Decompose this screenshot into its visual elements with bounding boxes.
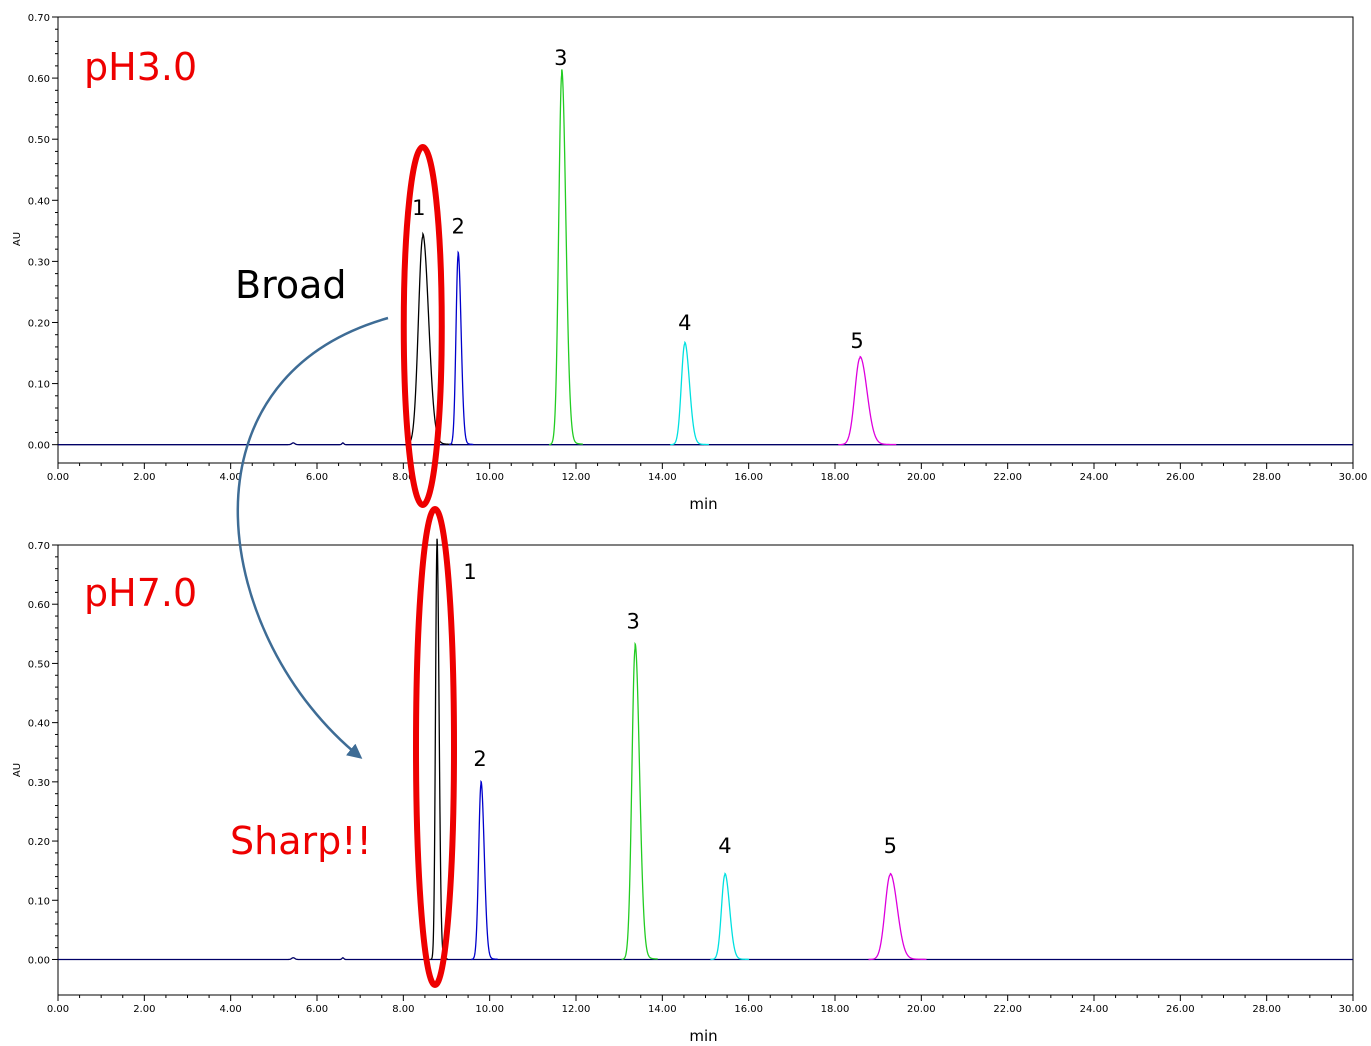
y-tick-label: 0.60 bbox=[28, 74, 50, 85]
x-tick-label: 14.00 bbox=[648, 1004, 677, 1015]
peak-trace-5 bbox=[838, 355, 897, 446]
x-tick-label: 26.00 bbox=[1166, 1004, 1195, 1015]
x-tick-label: 10.00 bbox=[475, 472, 504, 483]
x-tick-label: 30.00 bbox=[1339, 472, 1368, 483]
y-tick-label: 0.50 bbox=[28, 135, 50, 146]
x-tick-label: 14.00 bbox=[648, 472, 677, 483]
y-tick-label: 0.10 bbox=[28, 380, 50, 391]
x-tick-label: 0.00 bbox=[47, 1004, 69, 1015]
peak-trace-2 bbox=[449, 250, 474, 446]
peak-trace-3 bbox=[621, 641, 658, 961]
peak-trace-4 bbox=[710, 872, 750, 961]
x-tick-label: 8.00 bbox=[392, 1004, 414, 1015]
peak-label-5: 5 bbox=[850, 329, 863, 353]
y-axis-title: AU bbox=[12, 232, 23, 246]
y-tick-label: 0.20 bbox=[28, 837, 50, 848]
peak-trace-1 bbox=[430, 538, 448, 961]
x-tick-label: 20.00 bbox=[907, 472, 936, 483]
peak-label-4: 4 bbox=[718, 834, 731, 858]
x-tick-label: 28.00 bbox=[1252, 1004, 1281, 1015]
x-tick-label: 0.00 bbox=[47, 472, 69, 483]
x-axis-title: min bbox=[689, 495, 717, 513]
peak-trace-1 bbox=[404, 231, 454, 446]
x-tick-label: 10.00 bbox=[475, 1004, 504, 1015]
y-tick-label: 0.40 bbox=[28, 196, 50, 207]
peak-label-1: 1 bbox=[412, 196, 425, 220]
y-tick-label: 0.30 bbox=[28, 778, 50, 789]
y-tick-label: 0.70 bbox=[28, 13, 50, 24]
y-tick-label: 0.00 bbox=[28, 441, 50, 452]
y-tick-label: 0.20 bbox=[28, 318, 50, 329]
comparison-arrow bbox=[236, 316, 389, 759]
x-tick-label: 20.00 bbox=[907, 1004, 936, 1015]
x-tick-label: 16.00 bbox=[734, 1004, 763, 1015]
peak-label-2: 2 bbox=[473, 747, 486, 771]
broad-annotation: Broad bbox=[235, 263, 347, 307]
x-tick-label: 22.00 bbox=[993, 472, 1022, 483]
baseline-trace bbox=[58, 956, 1353, 961]
chart-panel-2: 0.00 2.00 4.00 6.00 8.00 10.00 12.00 14.00 16.00… bbox=[12, 506, 1368, 1045]
x-tick-label: 6.00 bbox=[306, 472, 328, 483]
panel-title: pH3.0 bbox=[84, 45, 197, 89]
y-tick-label: 0.70 bbox=[28, 541, 50, 552]
y-tick-label: 0.40 bbox=[28, 719, 50, 730]
x-tick-label: 16.00 bbox=[734, 472, 763, 483]
peak-label-5: 5 bbox=[884, 834, 897, 858]
x-tick-label: 6.00 bbox=[306, 1004, 328, 1015]
plot-frame bbox=[57, 16, 1354, 464]
x-tick-label: 2.00 bbox=[133, 1004, 155, 1015]
x-tick-label: 18.00 bbox=[821, 472, 850, 483]
x-tick-label: 8.00 bbox=[392, 472, 414, 483]
x-tick-label: 4.00 bbox=[220, 472, 242, 483]
peak-label-3: 3 bbox=[554, 46, 567, 70]
x-tick-label: 18.00 bbox=[821, 1004, 850, 1015]
x-tick-label: 30.00 bbox=[1339, 1004, 1368, 1015]
peak-label-3: 3 bbox=[626, 610, 639, 634]
peak-trace-5 bbox=[868, 872, 927, 961]
peak-trace-2 bbox=[470, 779, 498, 961]
y-tick-label: 0.30 bbox=[28, 257, 50, 268]
x-tick-label: 4.00 bbox=[220, 1004, 242, 1015]
highlight-ellipse bbox=[413, 506, 458, 988]
x-tick-label: 2.00 bbox=[133, 472, 155, 483]
x-tick-label: 24.00 bbox=[1080, 1004, 1109, 1015]
plot-frame bbox=[57, 544, 1354, 996]
y-tick-label: 0.10 bbox=[28, 896, 50, 907]
x-axis-title: min bbox=[689, 1027, 717, 1045]
peak-trace-3 bbox=[549, 69, 583, 446]
y-axis-title: AU bbox=[12, 763, 23, 777]
peak-trace-4 bbox=[670, 340, 709, 446]
x-tick-label: 22.00 bbox=[993, 1004, 1022, 1015]
y-tick-label: 0.00 bbox=[28, 955, 50, 966]
peak-label-2: 2 bbox=[451, 214, 464, 238]
x-tick-label: 24.00 bbox=[1080, 472, 1109, 483]
y-tick-label: 0.50 bbox=[28, 659, 50, 670]
x-tick-label: 28.00 bbox=[1252, 472, 1281, 483]
peak-label-1: 1 bbox=[463, 560, 476, 584]
highlight-ellipse bbox=[400, 144, 445, 508]
x-tick-label: 12.00 bbox=[562, 1004, 591, 1015]
panel-title: pH7.0 bbox=[84, 571, 197, 615]
sharp-annotation: Sharp!! bbox=[230, 819, 372, 863]
chart-panel-1: 0.00 2.00 4.00 6.00 8.00 10.00 12.00 14.00 16.00… bbox=[12, 13, 1367, 513]
y-tick-label: 0.60 bbox=[28, 600, 50, 611]
x-tick-label: 26.00 bbox=[1166, 472, 1195, 483]
peak-label-4: 4 bbox=[678, 311, 691, 335]
x-tick-label: 12.00 bbox=[562, 472, 591, 483]
